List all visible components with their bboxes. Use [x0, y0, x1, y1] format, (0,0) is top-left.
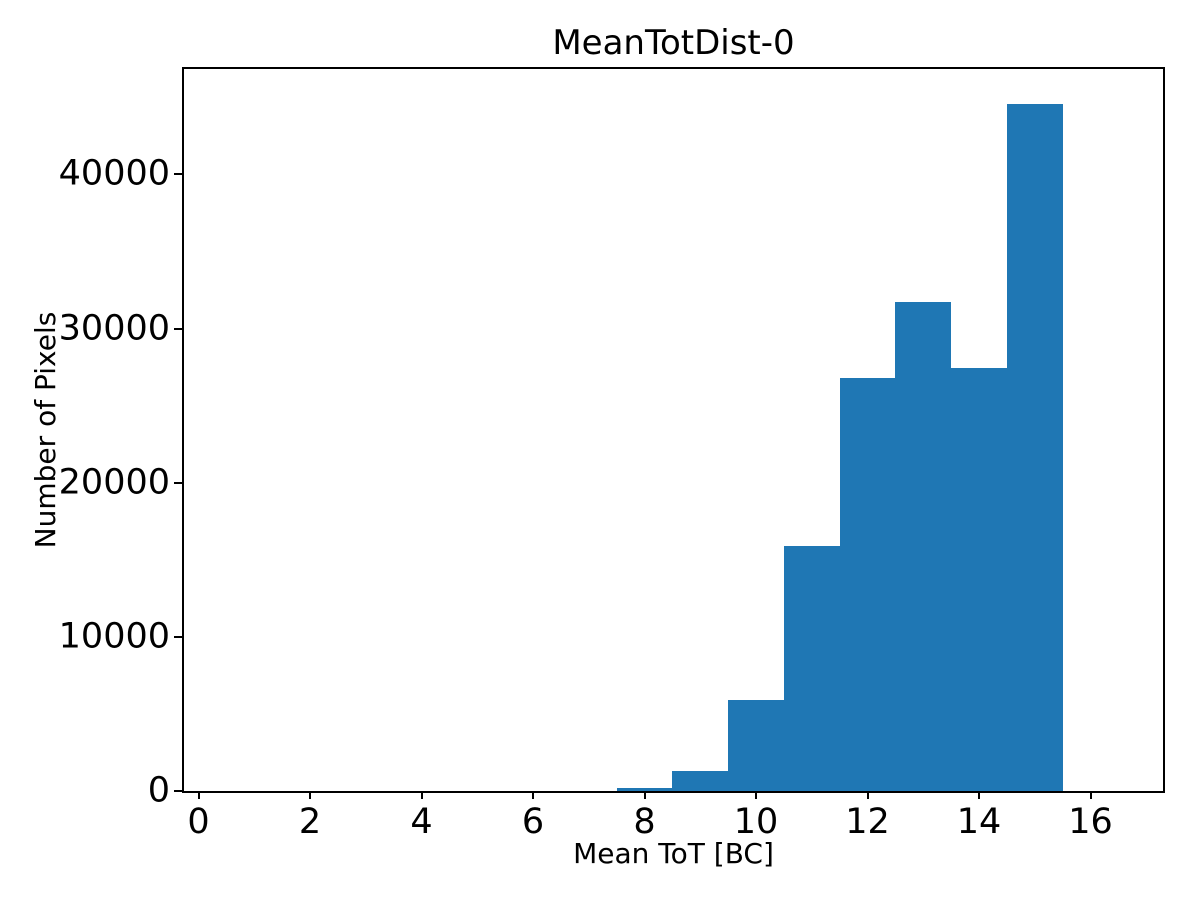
x-axis-tick	[420, 791, 423, 799]
y-axis-tick	[174, 327, 182, 330]
x-axis-tick-label: 6	[521, 802, 545, 842]
y-axis-tick	[174, 790, 182, 792]
x-axis-tick	[1089, 791, 1092, 799]
x-axis-tick	[197, 791, 200, 799]
chart-title: MeanTotDist-0	[552, 23, 795, 63]
histogram-bar	[783, 546, 840, 791]
histogram-bar	[895, 302, 952, 791]
x-axis-tick-label: 14	[956, 802, 1002, 842]
plot-area: 0 2 4 6 8 10 12 14 16 0 10000 20000 30000 40000	[59, 67, 1165, 840]
histogram-bar	[839, 378, 896, 791]
x-axis-tick	[866, 791, 869, 799]
y-axis-tick-label: 30000	[58, 308, 170, 348]
y-axis-tick	[174, 635, 182, 638]
x-axis-tick	[755, 791, 757, 799]
y-axis-tick-label: 40000	[58, 153, 170, 194]
x-axis-tick-label: 4	[410, 802, 433, 842]
x-axis-tick-label: 8	[633, 802, 656, 842]
x-axis-tick-label: 0	[187, 802, 210, 842]
x-axis-tick-label: 10	[733, 802, 779, 842]
x-axis-tick	[643, 791, 646, 799]
x-axis-tick	[532, 791, 534, 799]
histogram-bar	[951, 368, 1007, 791]
histogram-bar	[728, 699, 784, 791]
y-axis-tick-label: 20000	[58, 462, 170, 503]
histogram-bar	[672, 771, 729, 791]
y-axis-tick	[174, 481, 182, 484]
x-axis-tick	[978, 791, 980, 799]
x-axis-tick-label: 2	[298, 802, 322, 842]
x-axis-label: Mean ToT [BC]	[573, 837, 774, 870]
y-axis-label: Number of Pixels	[29, 311, 62, 549]
x-axis-tick-label: 16	[1068, 802, 1113, 842]
x-axis-tick-label: 12	[845, 802, 890, 842]
y-axis-tick-label: 10000	[58, 616, 170, 657]
histogram-bar	[1006, 103, 1063, 791]
x-axis-tick	[309, 791, 311, 799]
y-axis-tick-label: 0	[147, 770, 170, 811]
histogram-bar	[616, 787, 673, 791]
y-axis-tick	[174, 173, 182, 176]
